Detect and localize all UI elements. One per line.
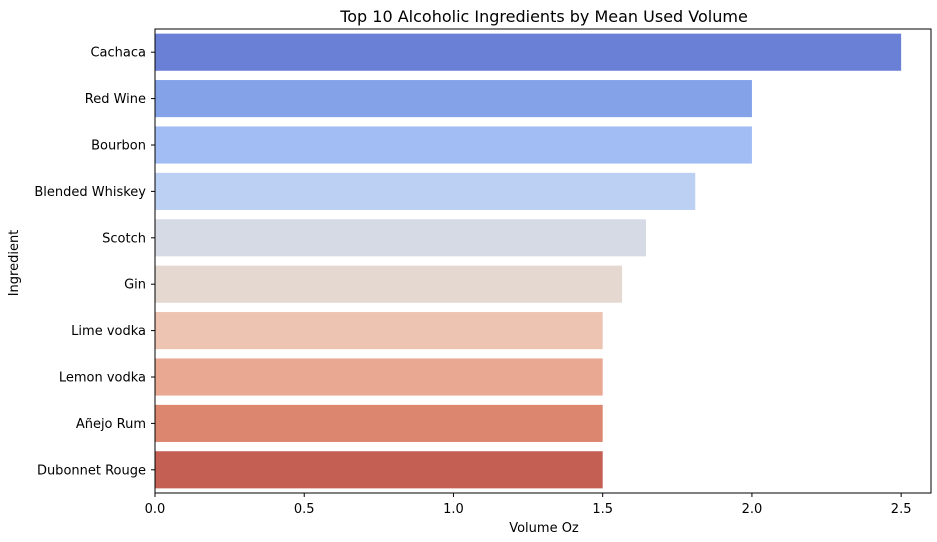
chart-title: Top 10 Alcoholic Ingredients by Mean Use… bbox=[339, 7, 748, 26]
y-tick-label: Dubonnet Rouge bbox=[37, 463, 146, 478]
y-axis-ticks: Cachaca Red Wine Bourbon Blended Whiskey Sco… bbox=[34, 46, 155, 478]
y-tick-label: Blended Whiskey bbox=[34, 185, 146, 200]
y-tick-label: Scotch bbox=[102, 231, 146, 246]
bars bbox=[155, 33, 902, 489]
y-tick-label: Lime vodka bbox=[71, 324, 146, 339]
bar-cachaca bbox=[155, 33, 902, 71]
bar-blended-whiskey bbox=[155, 172, 696, 210]
x-tick-label: 0.0 bbox=[145, 502, 166, 517]
y-tick-label: Cachaca bbox=[90, 46, 146, 61]
y-tick-label: Lemon vodka bbox=[59, 371, 146, 386]
bar-lime-vodka bbox=[155, 312, 603, 350]
x-tick-label: 0.5 bbox=[294, 502, 315, 517]
y-tick-label: Red Wine bbox=[85, 92, 146, 107]
x-axis-ticks: 0.0 0.5 1.0 1.5 2.0 2.5 bbox=[145, 493, 912, 517]
x-tick-label: 2.5 bbox=[891, 502, 912, 517]
x-tick-label: 1.0 bbox=[443, 502, 464, 517]
plot-frame bbox=[154, 28, 932, 494]
y-tick-label: Gin bbox=[124, 278, 146, 293]
y-tick-label: Bourbon bbox=[91, 139, 146, 154]
bar-red-wine bbox=[155, 80, 752, 118]
y-tick-label: Añejo Rum bbox=[76, 417, 146, 432]
bar-gin bbox=[155, 265, 623, 303]
bar-bourbon bbox=[155, 126, 752, 164]
x-tick-label: 2.0 bbox=[742, 502, 763, 517]
bar-dubonnet-rouge bbox=[155, 451, 603, 489]
bar-lemon-vodka bbox=[155, 358, 603, 396]
bar-scotch bbox=[155, 219, 646, 257]
x-tick-label: 1.5 bbox=[592, 502, 613, 517]
y-axis-label: Ingredient bbox=[7, 230, 22, 297]
x-axis-label: Volume Oz bbox=[509, 521, 579, 536]
bar-a-ejo-rum bbox=[155, 404, 603, 442]
